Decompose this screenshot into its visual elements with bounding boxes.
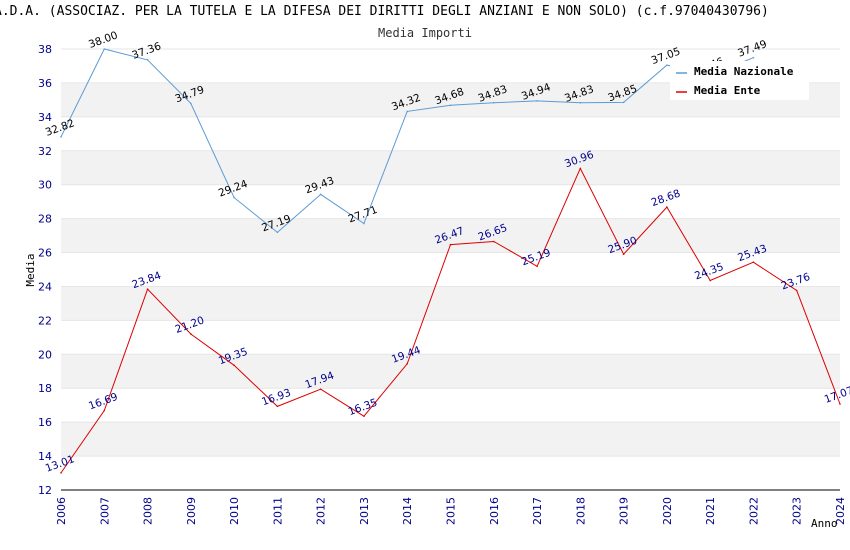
data-point: [363, 222, 365, 225]
plot-band: [61, 150, 840, 185]
y-tick-label: 30: [38, 179, 52, 192]
plot-band: [61, 184, 840, 219]
legend-label-media-ente: Media Ente: [694, 84, 761, 97]
x-tick-label: 2006: [55, 497, 68, 525]
data-point: [536, 100, 538, 102]
data-point: [103, 409, 106, 412]
y-tick-label: 20: [38, 348, 52, 361]
y-tick-label: 36: [38, 77, 52, 90]
x-tick-label: 2008: [142, 497, 155, 525]
x-tick-label: 2010: [228, 497, 241, 525]
plot-band: [61, 286, 840, 321]
plot-band: [61, 422, 840, 457]
data-point: [536, 265, 538, 268]
data-point: [492, 101, 495, 104]
y-tick-label: 18: [38, 382, 52, 395]
plot-band: [61, 354, 840, 389]
data-point: [233, 196, 235, 199]
y-tick-label: 12: [38, 484, 52, 497]
data-point: [190, 333, 192, 335]
data-label: 38.00: [87, 29, 119, 51]
x-tick-label: 2016: [488, 497, 501, 525]
legend-box: [670, 61, 809, 100]
data-point: [492, 240, 495, 243]
y-tick-label: 16: [38, 416, 52, 429]
data-point: [233, 364, 235, 367]
x-tick-label: 2015: [445, 497, 458, 525]
data-point: [60, 136, 62, 138]
x-tick-label: 2013: [358, 497, 371, 525]
data-point: [276, 405, 279, 408]
series-lines: [60, 48, 841, 474]
data-point: [190, 102, 192, 105]
data-point: [319, 388, 322, 391]
data-point: [839, 403, 841, 405]
data-point: [449, 243, 452, 246]
legend-label-media-nazionale: Media Nazionale: [694, 65, 794, 78]
x-tick-label: 2017: [531, 497, 544, 525]
y-tick-labels: 12 14 16 18 20 22 24 26 28 30 32 34 36 38: [38, 43, 52, 497]
x-tick-label: 2007: [98, 497, 111, 525]
data-point: [622, 101, 625, 104]
data-point: [449, 104, 452, 107]
data-point: [319, 193, 322, 196]
x-tick-label: 2020: [661, 497, 674, 525]
data-point: [795, 289, 798, 292]
gridlines: [61, 48, 840, 491]
y-axis-title: Media: [24, 253, 37, 286]
legend: Media Nazionale Media Ente: [670, 61, 809, 100]
y-tick-label: 28: [38, 213, 52, 226]
data-point: [666, 206, 668, 208]
data-point: [709, 279, 711, 282]
x-tick-label: 2019: [618, 497, 631, 525]
x-tick-label: 2009: [185, 497, 198, 525]
plot-band: [61, 218, 840, 253]
data-point: [666, 64, 668, 66]
x-tick-labels: 2006 2007 2008 2009 2010 2011 2012 2013 2014 2015…: [55, 497, 847, 525]
data-point: [363, 415, 365, 418]
data-point: [146, 59, 149, 61]
data-point: [579, 167, 582, 170]
x-tick-label: 2023: [791, 497, 804, 525]
data-point: [579, 101, 582, 104]
y-tick-label: 32: [38, 145, 52, 158]
data-point: [622, 253, 625, 256]
x-tick-label: 2011: [271, 497, 284, 525]
data-point: [752, 56, 755, 59]
plot-band: [61, 456, 840, 490]
x-axis-title: Anno: [811, 517, 838, 530]
y-tick-label: 34: [38, 111, 52, 124]
data-point: [276, 231, 279, 234]
data-point: [406, 110, 409, 113]
data-point: [60, 472, 62, 474]
plot-band: [61, 116, 840, 151]
plot-band: [61, 320, 840, 355]
data-point: [406, 363, 409, 365]
data-point: [146, 288, 149, 290]
y-tick-label: 38: [38, 43, 52, 56]
chart-title: A.D.A. (ASSOCIAZ. PER LA TUTELA E LA DIF…: [0, 4, 769, 19]
chart-subtitle: Media Importi: [378, 26, 472, 40]
data-point: [752, 261, 755, 264]
x-tick-label: 2012: [315, 497, 328, 525]
plot-band: [61, 388, 840, 423]
x-tick-label: 2022: [747, 497, 760, 525]
data-point: [103, 48, 106, 50]
y-tick-label: 26: [38, 247, 52, 260]
x-tick-label: 2024: [834, 497, 847, 525]
x-tick-label: 2018: [574, 497, 587, 525]
y-tick-label: 24: [38, 280, 52, 293]
x-tick-label: 2014: [401, 497, 414, 525]
y-tick-label: 22: [38, 314, 52, 327]
x-tick-label: 2021: [704, 497, 717, 525]
y-tick-label: 14: [38, 450, 52, 463]
